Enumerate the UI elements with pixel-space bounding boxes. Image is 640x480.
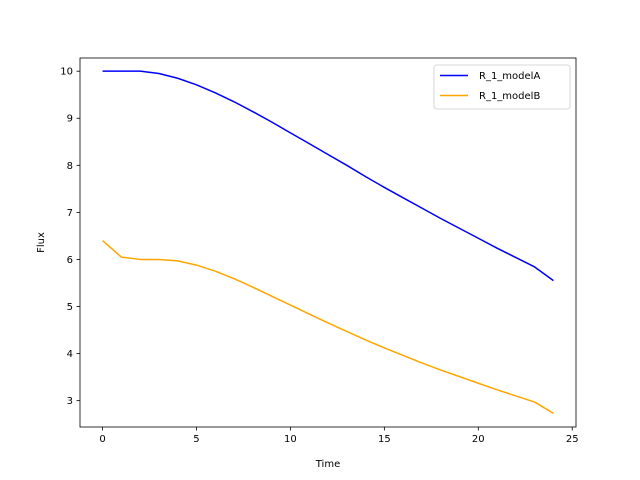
x-tick-label: 0: [99, 434, 105, 445]
y-tick-label: 10: [60, 67, 73, 78]
y-tick-label: 8: [67, 161, 73, 172]
y-tick-label: 3: [67, 396, 73, 407]
series-lines: [102, 70, 554, 414]
legend-label: R_1_modelB: [479, 91, 540, 102]
plot-frame: [79, 57, 577, 428]
x-tick-label: 10: [284, 434, 297, 445]
legend-label: R_1_modelA: [479, 71, 540, 82]
x-axis-title: Time: [315, 459, 340, 470]
series-line-R_1_modelB: [102, 240, 554, 414]
y-tick-label: 7: [67, 208, 73, 219]
series-line-R_1_modelA: [102, 70, 554, 282]
y-tick-label: 5: [67, 302, 73, 313]
x-tick-label: 5: [193, 434, 199, 445]
x-tick-label: 20: [472, 434, 485, 445]
y-tick-label: 9: [67, 114, 73, 125]
axes: 0 5 10 15 20 25 3 4 5 6 7 8 9 10: [60, 67, 578, 445]
x-tick-label: 15: [378, 434, 391, 445]
legend: R_1_modelA R_1_modelB: [433, 64, 571, 110]
y-axis-title: Flux: [36, 232, 47, 253]
y-tick-label: 6: [67, 255, 73, 266]
x-tick-label: 25: [566, 434, 579, 445]
plot-area: [80, 58, 576, 427]
y-tick-label: 4: [67, 349, 73, 360]
